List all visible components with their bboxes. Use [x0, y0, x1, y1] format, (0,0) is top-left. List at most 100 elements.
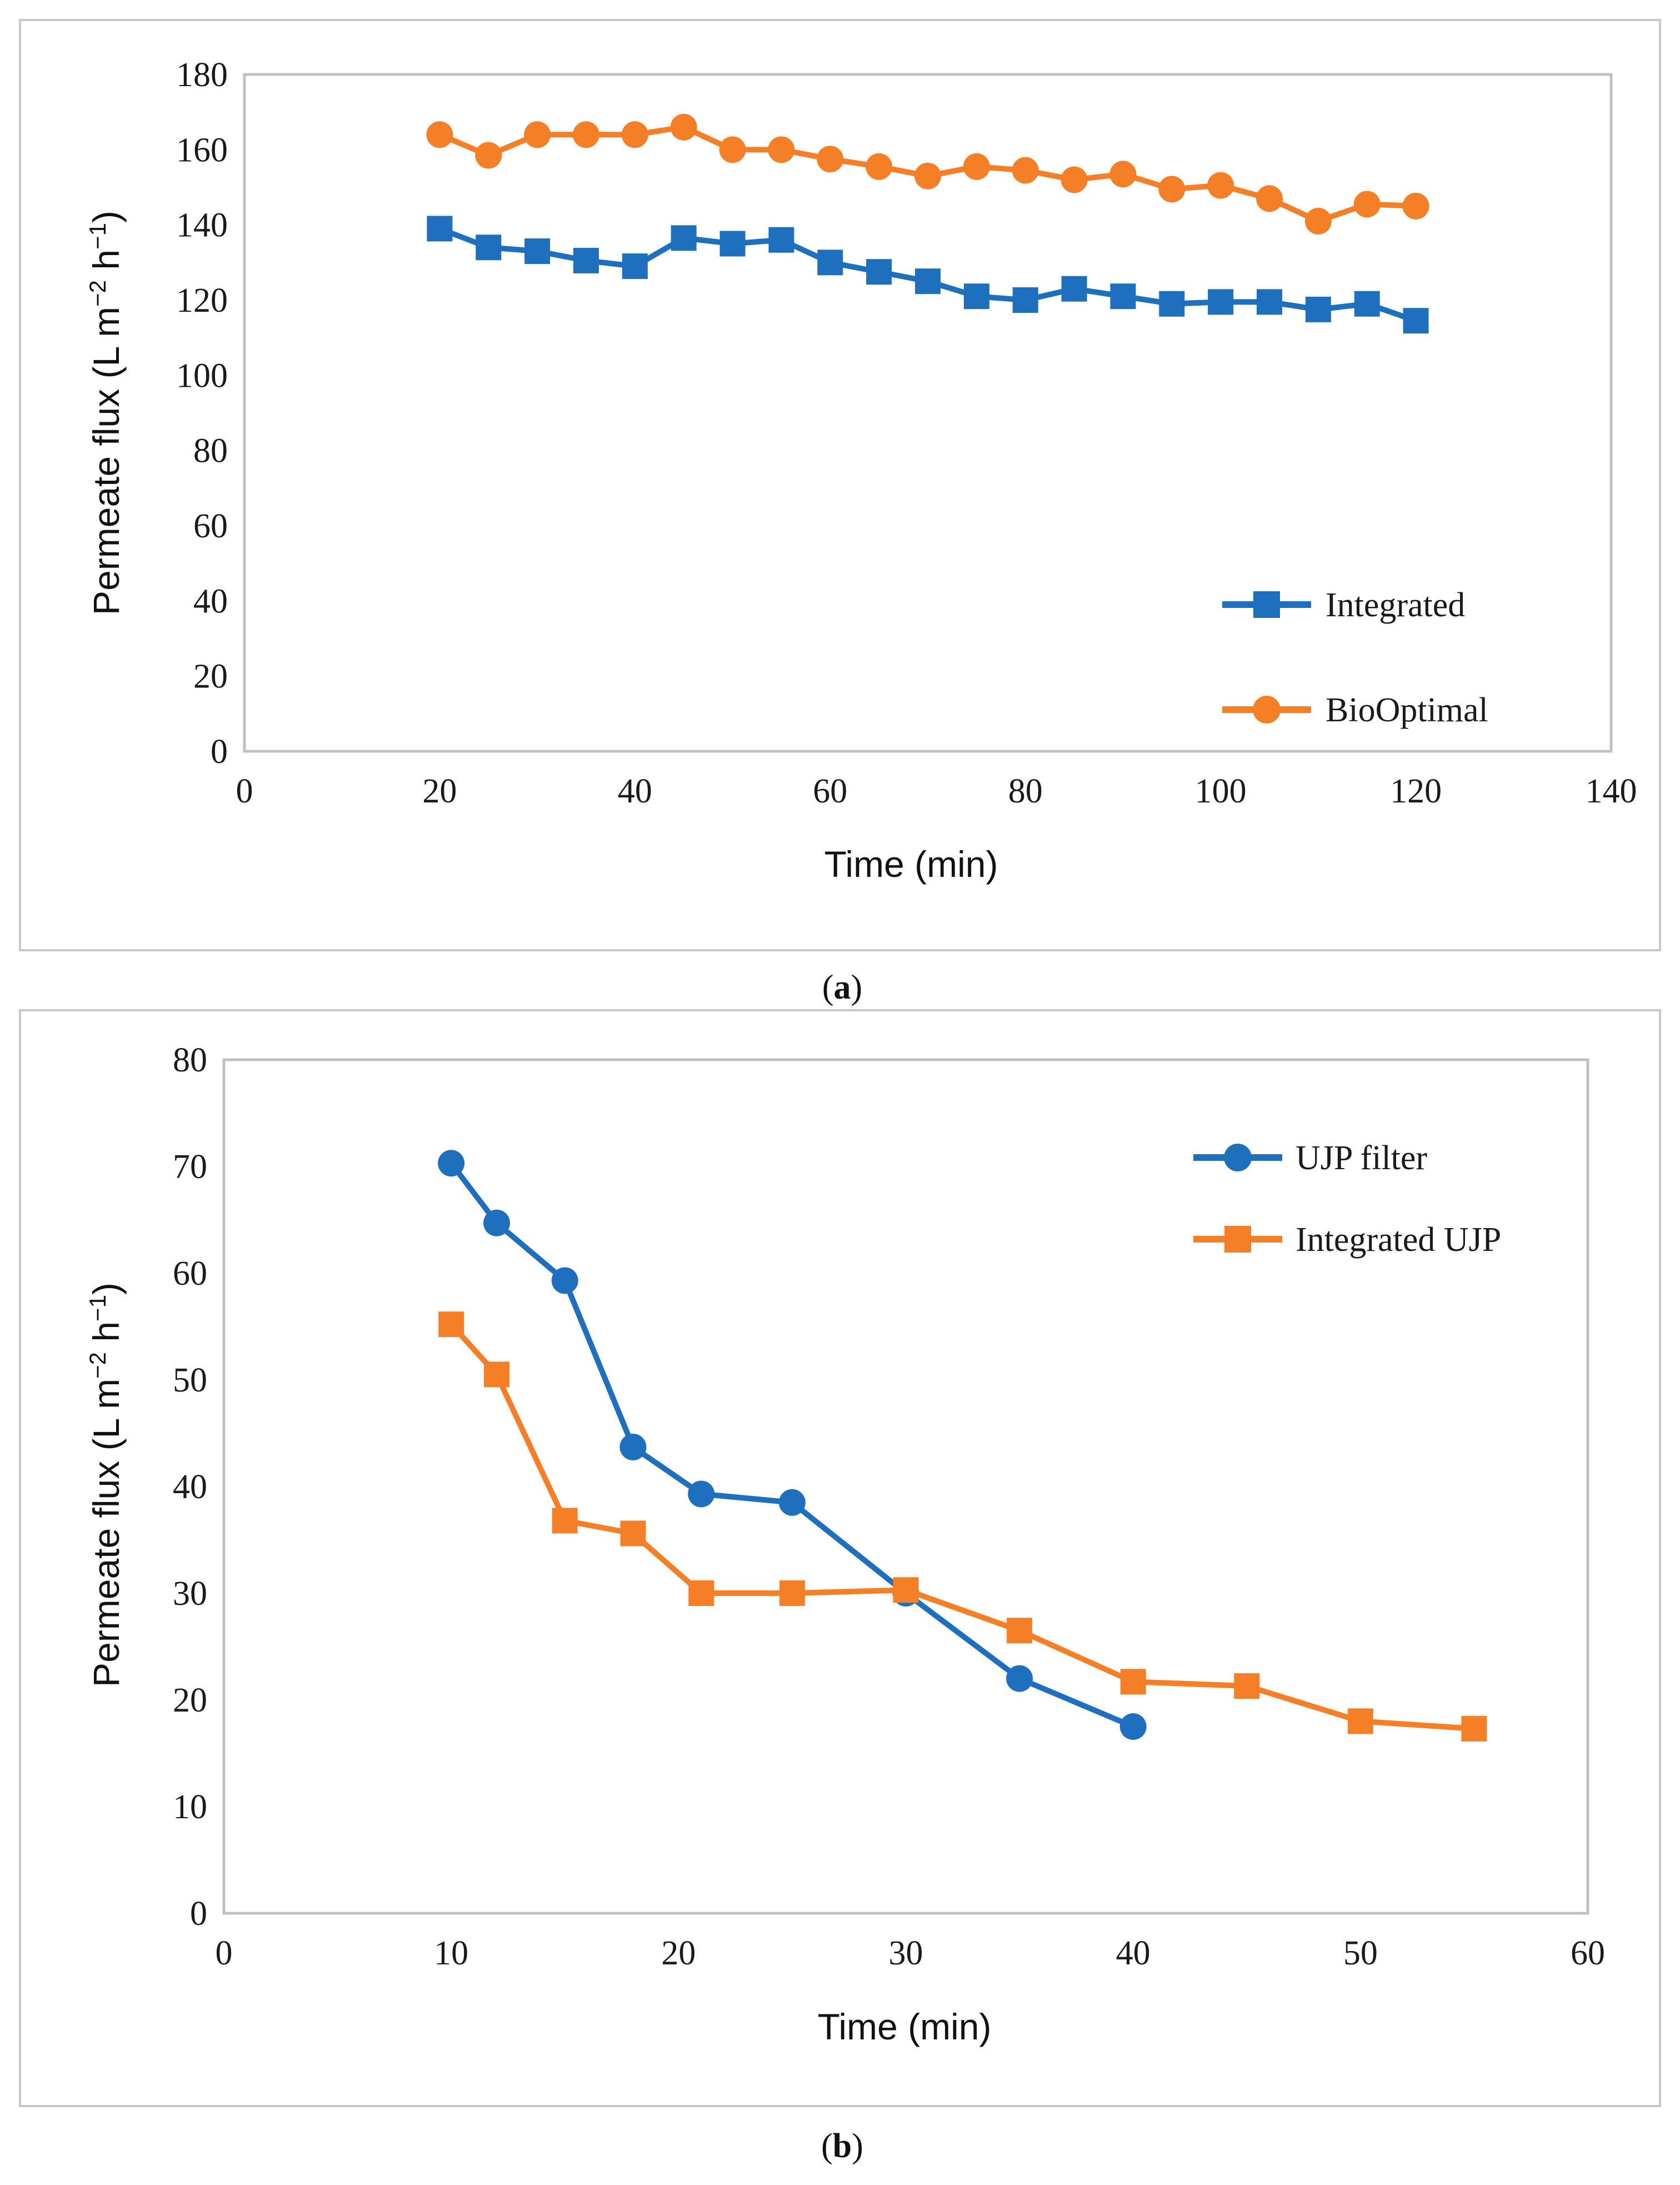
data-point-ujp-filter: [551, 1267, 578, 1294]
data-point-ujp-filter: [1006, 1665, 1033, 1692]
data-point-biooptimal: [1256, 185, 1283, 212]
data-point-integrated: [476, 235, 502, 261]
legend-label-integrated: Integrated: [1326, 586, 1465, 624]
data-point-integrated-ujp: [1007, 1618, 1033, 1644]
data-point-integrated-ujp: [779, 1580, 805, 1606]
x-tick-label: 40: [618, 772, 652, 810]
data-point-ujp-filter: [1119, 1713, 1147, 1740]
data-point-biooptimal: [1353, 191, 1381, 218]
data-point-biooptimal: [426, 121, 453, 148]
panel-caption-a: (a): [822, 969, 862, 1006]
y-tick-label: 0: [211, 733, 228, 771]
x-tick-label: 50: [1343, 1934, 1378, 1972]
x-tick-label: 140: [1586, 772, 1637, 810]
data-point-biooptimal: [768, 136, 795, 163]
data-point-integrated: [1110, 283, 1136, 310]
data-point-integrated-ujp: [688, 1580, 714, 1606]
data-point-integrated: [1403, 308, 1429, 334]
data-point-integrated: [1257, 289, 1282, 315]
data-point-integrated-ujp: [620, 1520, 646, 1547]
y-tick-label: 100: [176, 357, 228, 395]
series-line-integrated-ujp: [449, 1322, 1474, 1732]
x-tick-label: 0: [216, 1934, 233, 1972]
data-point-biooptimal: [914, 162, 941, 189]
x-tick-labels-a: 0 20 40 60 80 100 120 140: [236, 772, 1637, 810]
y-tick-label: 30: [173, 1575, 207, 1613]
x-tick-label: 20: [422, 772, 457, 810]
legend-item-ujp-filter: UJP filter: [1193, 1139, 1427, 1177]
y-tick-label: 160: [176, 131, 228, 169]
chart-border-b: [19, 1009, 1661, 2107]
y-tick-label: 40: [193, 582, 228, 620]
data-point-biooptimal: [1402, 192, 1429, 220]
data-point-ujp-filter: [483, 1209, 510, 1236]
data-point-biooptimal: [1207, 172, 1234, 199]
x-tick-label: 30: [889, 1934, 923, 1972]
data-point-integrated: [915, 268, 941, 295]
data-point-biooptimal: [621, 121, 648, 148]
y-tick-labels-b: 0 10 20 30 40 50 60 70 80: [173, 1041, 207, 1933]
y-tick-label: 20: [173, 1682, 207, 1719]
chart-panel-b: 0 10 20 30 40 50 60 70 80 0 10 20 30 40 50 60 Time (mi…: [19, 1009, 1661, 2107]
panel-caption-b: (b): [821, 2127, 863, 2165]
data-point-ujp-filter: [688, 1480, 715, 1508]
legend-item-biooptimal: BioOptimal: [1222, 691, 1488, 729]
data-point-integrated-ujp: [552, 1508, 578, 1534]
data-point-integrated: [768, 227, 794, 253]
y-tick-label: 80: [193, 432, 228, 470]
data-point-integrated: [622, 253, 648, 280]
data-point-integrated: [1012, 287, 1038, 313]
data-point-integrated-ujp: [1120, 1669, 1146, 1695]
x-tick-label: 100: [1195, 772, 1247, 810]
legend-circle-marker-biooptimal: [1253, 696, 1281, 724]
y-tick-label: 0: [190, 1895, 207, 1933]
data-point-biooptimal: [524, 121, 551, 148]
x-axis-title-b: Time (min): [818, 2006, 992, 2047]
data-point-integrated: [524, 238, 551, 265]
data-point-integrated-ujp: [484, 1361, 509, 1388]
plot-area-a: [243, 73, 1613, 753]
data-point-biooptimal: [866, 153, 893, 180]
x-tick-label: 60: [1571, 1934, 1605, 1972]
data-point-biooptimal: [1304, 207, 1332, 235]
series-group-a: [426, 113, 1429, 334]
x-tick-label: 60: [813, 772, 847, 810]
y-tick-label: 80: [173, 1041, 207, 1079]
y-axis-title-b: Permeate flux (L m−2 h−1): [84, 1283, 127, 1687]
y-tick-label: 20: [193, 658, 228, 696]
data-point-integrated: [573, 247, 599, 273]
x-tick-label: 40: [1116, 1934, 1151, 1972]
series-group-b: [438, 1150, 1487, 1742]
y-tick-label: 40: [173, 1468, 207, 1506]
data-point-integrated: [719, 231, 746, 257]
data-point-biooptimal: [1012, 157, 1039, 184]
x-tick-label: 20: [661, 1934, 696, 1972]
data-point-biooptimal: [719, 136, 746, 163]
legend-square-marker-integrated: [1253, 591, 1280, 618]
x-axis-title-a: Time (min): [824, 844, 998, 885]
x-tick-labels-b: 0 10 20 30 40 50 60: [216, 1934, 1606, 1972]
data-point-integrated: [1208, 289, 1234, 315]
legend-square-marker-integrated-ujp: [1224, 1226, 1251, 1253]
x-tick-label: 120: [1390, 772, 1442, 810]
y-tick-label: 10: [173, 1788, 207, 1826]
chart-panel-a: 0 20 40 60 80 100 120 140 160 180 0 20 40 60 80 100 120…: [19, 19, 1661, 951]
y-tick-label: 60: [173, 1255, 207, 1293]
data-point-integrated: [671, 225, 697, 251]
y-tick-label: 50: [173, 1361, 207, 1399]
y-tick-label: 60: [193, 507, 228, 545]
legend-label-integrated-ujp: Integrated UJP: [1296, 1221, 1501, 1259]
y-axis-title-a: Permeate flux (L m−2 h−1): [84, 211, 127, 615]
data-point-integrated: [1305, 296, 1331, 322]
data-point-integrated: [866, 259, 892, 285]
data-point-biooptimal: [573, 121, 599, 148]
data-point-integrated-ujp: [1461, 1715, 1487, 1742]
data-point-biooptimal: [475, 142, 502, 169]
data-point-integrated: [1159, 291, 1185, 317]
data-point-integrated: [1061, 276, 1087, 302]
data-point-ujp-filter: [438, 1150, 465, 1177]
legend-label-biooptimal: BioOptimal: [1326, 691, 1488, 729]
x-tick-label: 80: [1008, 772, 1043, 810]
legend-label-ujp-filter: UJP filter: [1296, 1139, 1427, 1177]
data-point-biooptimal: [817, 146, 844, 173]
